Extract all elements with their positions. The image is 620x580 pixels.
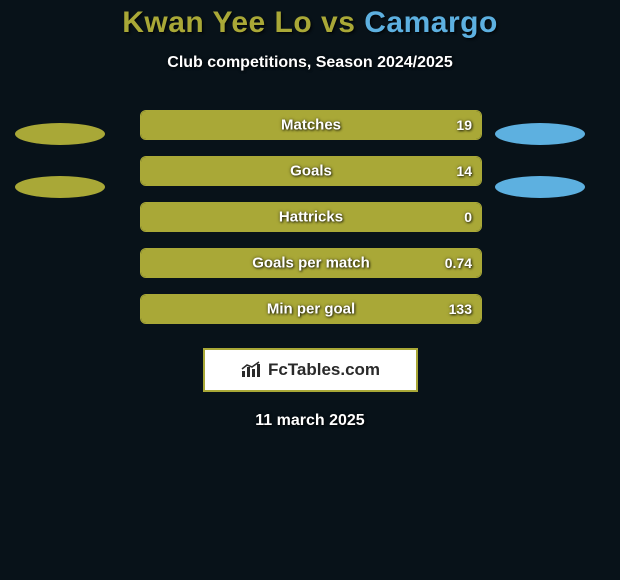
subtitle: Club competitions, Season 2024/2025	[167, 54, 452, 72]
chart-icon	[240, 361, 262, 379]
page: Kwan Yee Lo vs Camargo Club competitions…	[0, 0, 620, 580]
bar-track	[140, 202, 482, 232]
page-title: Kwan Yee Lo vs Camargo	[122, 6, 498, 40]
stat-row: Hattricks0	[0, 194, 620, 240]
bar-track	[140, 110, 482, 140]
bar-track	[140, 248, 482, 278]
bar-fill	[141, 203, 481, 231]
bar-fill	[141, 295, 481, 323]
date: 11 march 2025	[255, 412, 364, 430]
stat-row: Min per goal133	[0, 286, 620, 332]
title-player1: Kwan Yee Lo	[122, 6, 312, 39]
bar-track	[140, 156, 482, 186]
logo-text: FcTables.com	[268, 360, 380, 380]
stat-row: Goals per match0.74	[0, 240, 620, 286]
title-player2: Camargo	[364, 6, 498, 39]
stat-row: Goals14	[0, 148, 620, 194]
bar-track	[140, 294, 482, 324]
bar-fill	[141, 157, 481, 185]
chart-area: Matches19Goals14Hattricks0Goals per matc…	[0, 102, 620, 332]
bar-fill	[141, 111, 481, 139]
bar-fill	[141, 249, 481, 277]
stat-row: Matches19	[0, 102, 620, 148]
title-vs: vs	[321, 6, 355, 39]
logo-box[interactable]: FcTables.com	[203, 348, 418, 392]
